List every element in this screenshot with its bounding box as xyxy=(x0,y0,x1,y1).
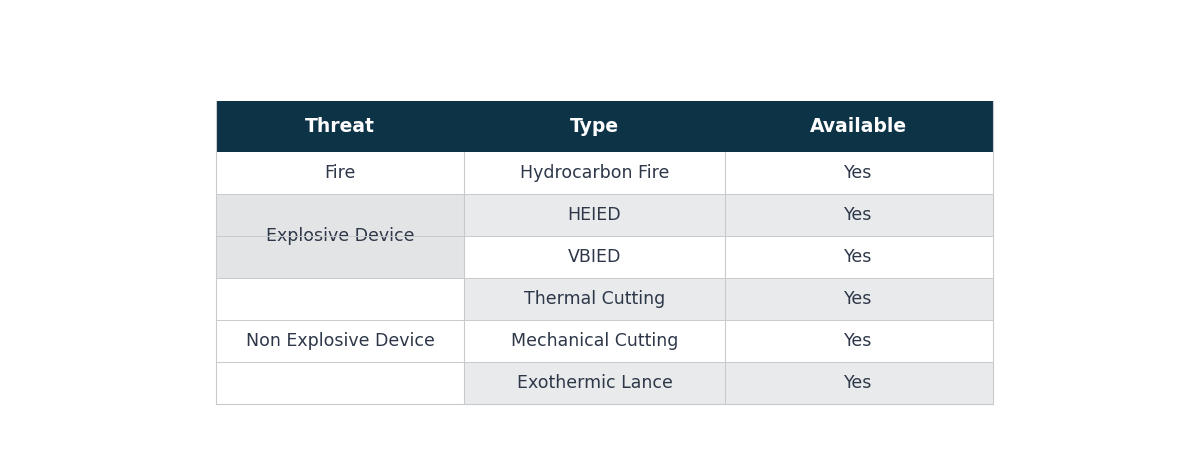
FancyBboxPatch shape xyxy=(216,194,465,278)
Text: Exothermic Lance: Exothermic Lance xyxy=(516,374,672,392)
FancyBboxPatch shape xyxy=(216,101,993,152)
Text: Threat: Threat xyxy=(305,117,375,136)
Text: Yes: Yes xyxy=(844,248,872,266)
FancyBboxPatch shape xyxy=(216,278,465,405)
FancyBboxPatch shape xyxy=(725,236,993,278)
FancyBboxPatch shape xyxy=(725,362,993,405)
Text: Yes: Yes xyxy=(844,164,872,182)
Text: Hydrocarbon Fire: Hydrocarbon Fire xyxy=(520,164,670,182)
Text: Yes: Yes xyxy=(844,374,872,392)
FancyBboxPatch shape xyxy=(725,278,993,320)
FancyBboxPatch shape xyxy=(465,278,725,320)
Text: Yes: Yes xyxy=(844,332,872,351)
Text: Yes: Yes xyxy=(844,206,872,224)
FancyBboxPatch shape xyxy=(725,320,993,362)
FancyBboxPatch shape xyxy=(216,152,465,194)
Text: Type: Type xyxy=(569,117,619,136)
Text: Non Explosive Device: Non Explosive Device xyxy=(245,332,435,351)
FancyBboxPatch shape xyxy=(725,194,993,236)
FancyBboxPatch shape xyxy=(725,152,993,194)
FancyBboxPatch shape xyxy=(465,320,725,362)
Text: Available: Available xyxy=(810,117,907,136)
Text: VBIED: VBIED xyxy=(568,248,621,266)
Text: Explosive Device: Explosive Device xyxy=(266,227,415,245)
FancyBboxPatch shape xyxy=(465,152,725,194)
FancyBboxPatch shape xyxy=(465,362,725,405)
Text: Thermal Cutting: Thermal Cutting xyxy=(523,290,665,308)
Text: Fire: Fire xyxy=(324,164,356,182)
Text: Mechanical Cutting: Mechanical Cutting xyxy=(511,332,678,351)
FancyBboxPatch shape xyxy=(465,236,725,278)
Text: HEIED: HEIED xyxy=(568,206,621,224)
Text: Yes: Yes xyxy=(844,290,872,308)
FancyBboxPatch shape xyxy=(465,194,725,236)
